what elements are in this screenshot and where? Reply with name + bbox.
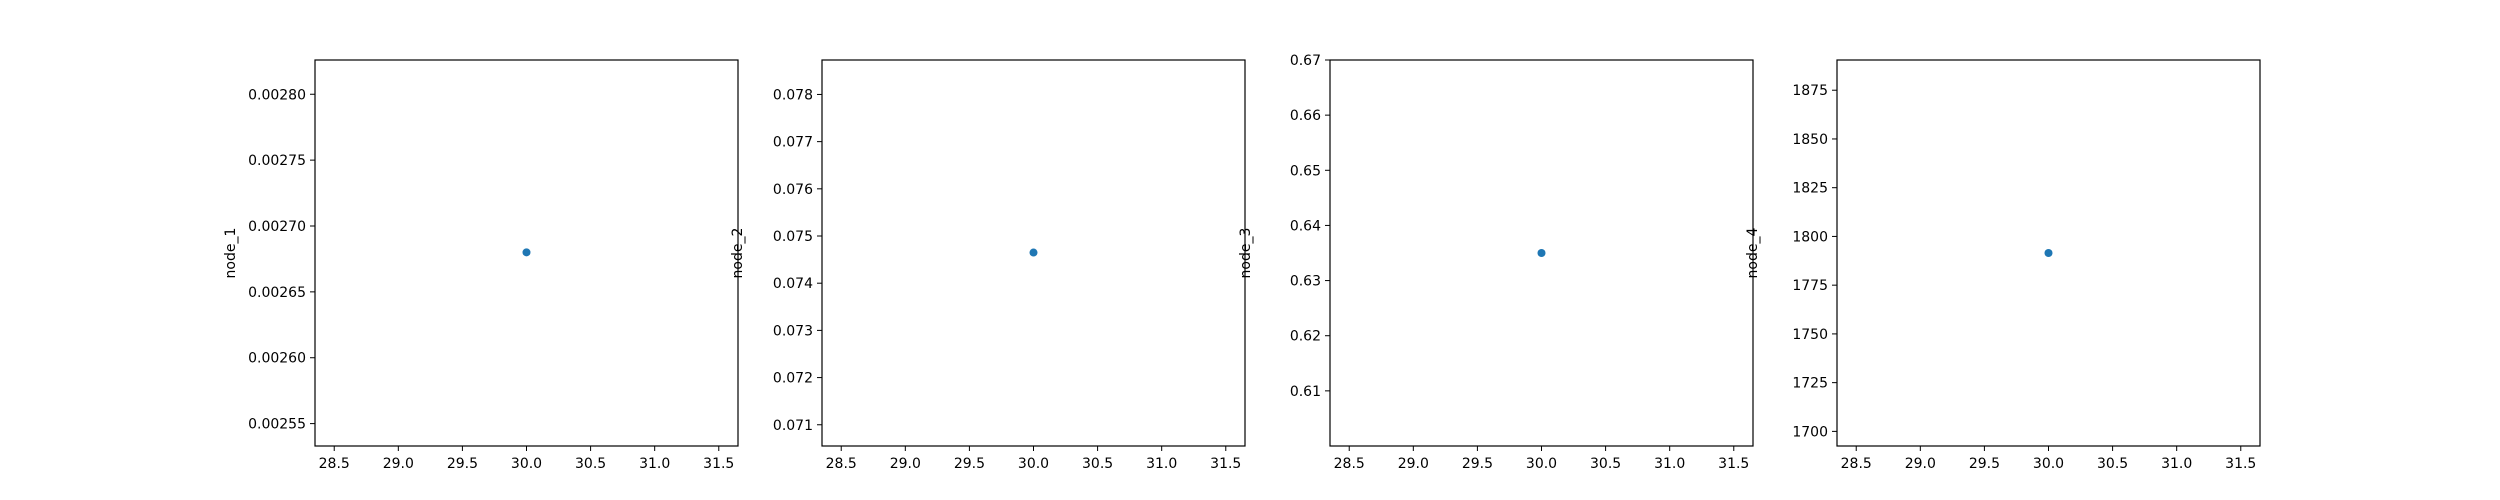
y-tick-label: 0.65 <box>1290 163 1321 179</box>
x-tick-label: 31.0 <box>2161 456 2192 472</box>
y-axis-label: node_3 <box>1238 228 1254 279</box>
data-point <box>1537 249 1546 257</box>
x-tick-label: 29.0 <box>1398 456 1429 472</box>
subplot-4: 28.5 29.0 29.5 30.0 30.5 31.0 31.5 1700 1725 1750… <box>1745 59 2261 472</box>
x-tick-label: 29.5 <box>447 456 478 472</box>
y-tick-label: 0.66 <box>1290 108 1321 124</box>
y-tick-label: 1825 <box>1792 181 1828 197</box>
y-tick-label: 1800 <box>1792 229 1828 245</box>
y-tick-label: 0.078 <box>773 87 813 103</box>
y-tick-label: 0.00255 <box>248 417 306 433</box>
x-tick-label: 28.5 <box>826 456 857 472</box>
y-tick-label: 0.075 <box>773 229 813 245</box>
x-tick-label: 30.5 <box>575 456 606 472</box>
y-axis-label: node_1 <box>223 228 239 279</box>
y-tick-label: 0.61 <box>1290 384 1321 400</box>
y-tick-label: 0.67 <box>1290 53 1321 69</box>
x-tick-label: 31.0 <box>1654 456 1685 472</box>
subplot-1: 28.5 29.0 29.5 30.0 30.5 31.0 31.5 0.00255 0.002… <box>223 59 739 472</box>
y-tick-label: 0.00280 <box>248 87 306 103</box>
y-tick-label: 0.00260 <box>248 351 306 367</box>
x-tick-label: 29.5 <box>1462 456 1493 472</box>
x-tick-label: 31.0 <box>1146 456 1177 472</box>
x-tick-label: 30.5 <box>1590 456 1621 472</box>
y-axis-label: node_4 <box>1745 227 1761 278</box>
x-tick-label: 28.5 <box>1334 456 1365 472</box>
y-tick-label: 0.074 <box>773 276 813 292</box>
x-tick-label: 31.5 <box>1210 456 1241 472</box>
y-tick-label: 1875 <box>1792 83 1828 99</box>
x-tick-label: 31.5 <box>2225 456 2256 472</box>
y-tick-label: 0.076 <box>773 182 813 198</box>
x-tick-label: 31.5 <box>703 456 734 472</box>
y-tick-label: 0.00270 <box>248 219 306 235</box>
subplot-2: 28.5 29.0 29.5 30.0 30.5 31.0 31.5 0.071 0.072 0.… <box>730 59 1246 472</box>
x-tick-label: 28.5 <box>319 456 350 472</box>
x-tick-label: 31.0 <box>639 456 670 472</box>
y-tick-label: 1750 <box>1792 327 1828 343</box>
y-tick-label: 0.00275 <box>248 153 306 169</box>
x-tick-label: 29.5 <box>954 456 985 472</box>
x-tick-label: 30.5 <box>2097 456 2128 472</box>
y-tick-label: 0.64 <box>1290 218 1321 234</box>
y-tick-label: 1775 <box>1792 278 1828 294</box>
x-tick-label: 30.0 <box>2033 456 2064 472</box>
y-tick-label: 0.077 <box>773 135 813 151</box>
x-tick-label: 29.5 <box>1969 456 2000 472</box>
x-tick-label: 29.0 <box>1905 456 1936 472</box>
y-tick-label: 0.63 <box>1290 274 1321 290</box>
y-tick-label: 0.073 <box>773 323 813 339</box>
x-tick-label: 30.0 <box>1018 456 1049 472</box>
data-point <box>522 248 531 257</box>
x-tick-label: 28.5 <box>1841 456 1872 472</box>
x-tick-label: 31.5 <box>1718 456 1749 472</box>
x-tick-label: 30.0 <box>511 456 542 472</box>
y-tick-label: 1725 <box>1792 376 1828 392</box>
x-tick-label: 30.5 <box>1082 456 1113 472</box>
y-tick-label: 0.00265 <box>248 285 306 301</box>
y-tick-label: 0.071 <box>773 418 813 434</box>
x-tick-label: 29.0 <box>383 456 414 472</box>
data-point <box>1029 248 1038 257</box>
y-tick-label: 1700 <box>1792 424 1828 440</box>
x-tick-label: 30.0 <box>1526 456 1557 472</box>
y-tick-label: 0.072 <box>773 371 813 387</box>
subplot-3: 28.5 29.0 29.5 30.0 30.5 31.0 31.5 0.61 0.62 0.63… <box>1238 53 1754 472</box>
data-point <box>2044 249 2053 257</box>
y-tick-label: 0.62 <box>1290 329 1321 345</box>
y-axis-label: node_2 <box>730 228 746 279</box>
y-tick-label: 1850 <box>1792 132 1828 148</box>
x-tick-label: 29.0 <box>890 456 921 472</box>
